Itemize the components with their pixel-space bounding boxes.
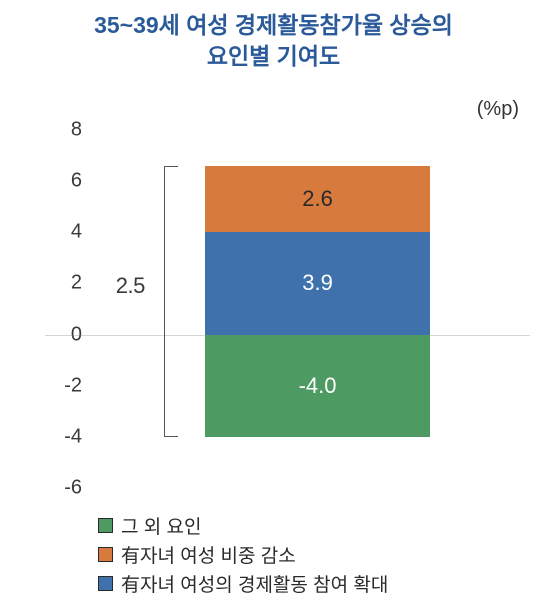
summary-bracket [164, 166, 178, 437]
title-line1: 35~39세 여성 경제활동참가율 상승의 [0, 10, 547, 41]
y-tick-label: -6 [42, 477, 82, 500]
y-tick-label: 2 [42, 272, 82, 295]
unit-label: (%p) [477, 98, 519, 121]
bar-segment-label: 3.9 [302, 270, 333, 296]
legend-item: 有자녀 여성의 경제활동 참여 확대 [98, 570, 388, 597]
y-tick-label: 4 [42, 221, 82, 244]
legend-swatch [98, 547, 113, 562]
legend-label: 그 외 요인 [121, 512, 201, 539]
bar-segment-label: 2.6 [302, 186, 333, 212]
chart-title: 35~39세 여성 경제활동참가율 상승의 요인별 기여도 [0, 0, 547, 72]
legend-item: 有자녀 여성 비중 감소 [98, 541, 388, 568]
bar-segment-top: 2.6 [205, 166, 431, 232]
legend-swatch [98, 576, 113, 591]
y-tick-label: 6 [42, 170, 82, 193]
y-tick-label: -2 [42, 374, 82, 397]
bar-segment-mid: 3.9 [205, 232, 431, 334]
chart-plot-area: -6-4-2024682.63.9-4.02.5 [90, 130, 500, 488]
bar-segment-bottom: -4.0 [205, 335, 431, 437]
legend-swatch [98, 518, 113, 533]
legend-label: 有자녀 여성 비중 감소 [121, 541, 296, 568]
bar-segment-label: -4.0 [299, 373, 337, 399]
legend-label: 有자녀 여성의 경제활동 참여 확대 [121, 570, 388, 597]
y-tick-label: 8 [42, 119, 82, 142]
title-line2: 요인별 기여도 [0, 41, 547, 72]
legend-item: 그 외 요인 [98, 512, 388, 539]
legend: 그 외 요인有자녀 여성 비중 감소有자녀 여성의 경제활동 참여 확대 [98, 512, 388, 599]
y-tick-label: -4 [42, 425, 82, 448]
